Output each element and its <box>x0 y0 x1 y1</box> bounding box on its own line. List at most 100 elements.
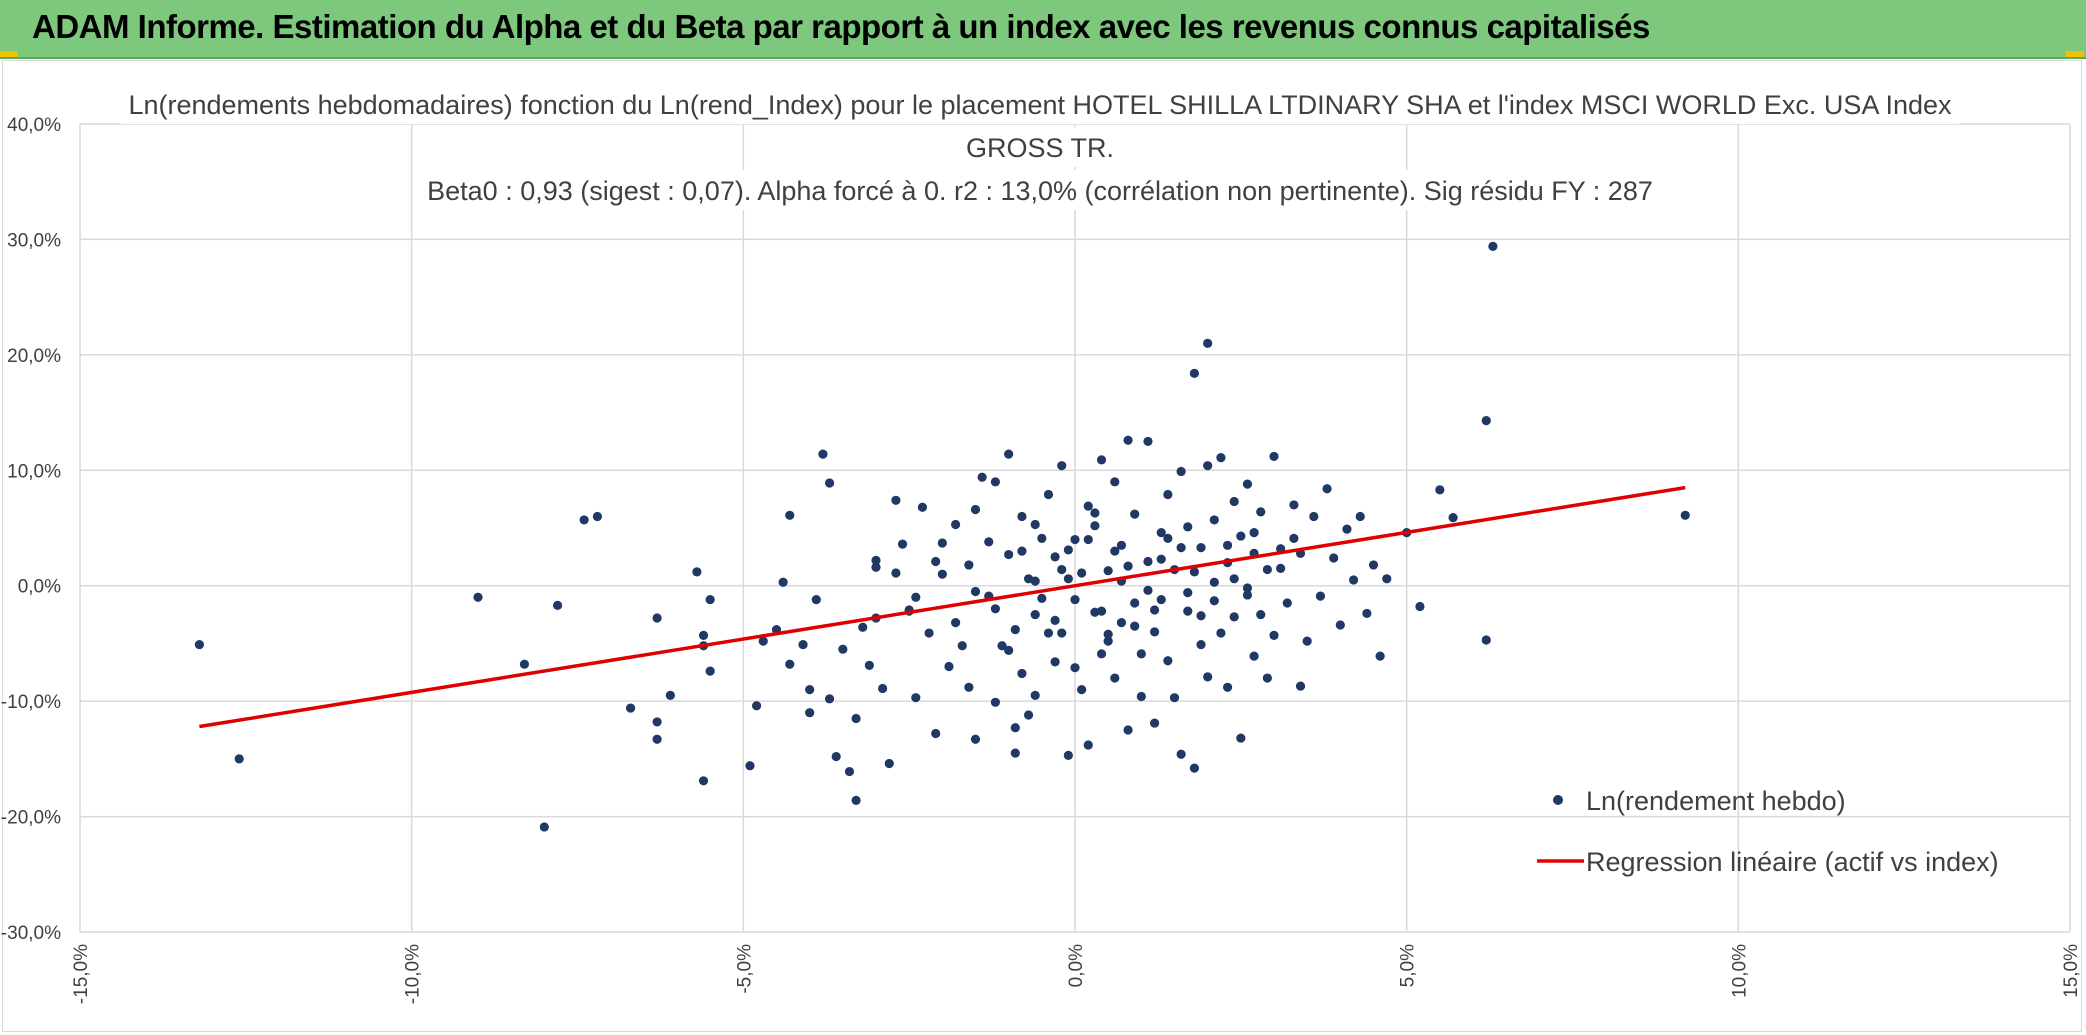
data-point <box>1375 651 1385 661</box>
data-point <box>911 693 921 703</box>
data-point <box>1030 690 1040 700</box>
x-tick-label: 0,0% <box>1066 944 1087 987</box>
x-tick-label: -10,0% <box>403 944 424 1004</box>
data-point <box>1196 611 1206 621</box>
data-point <box>1123 561 1133 571</box>
x-tick-label: 10,0% <box>1729 944 1750 998</box>
data-point <box>1196 543 1206 553</box>
legend-label-points: Ln(rendement hebdo) <box>1586 786 1846 816</box>
data-point <box>1189 567 1199 577</box>
title-backdrop <box>120 84 1960 124</box>
data-point <box>1355 511 1365 522</box>
y-tick-label: 30,0% <box>7 230 61 251</box>
data-point <box>1063 574 1073 584</box>
data-point <box>1004 449 1014 459</box>
data-point <box>1216 628 1226 638</box>
data-point <box>805 708 815 718</box>
data-point <box>990 604 1001 614</box>
data-point <box>1196 639 1206 650</box>
data-point <box>970 734 981 744</box>
data-point <box>1090 508 1100 518</box>
data-point <box>944 661 954 672</box>
y-tick-label: -20,0% <box>1 808 61 829</box>
y-tick-label: -30,0% <box>1 923 61 944</box>
data-point <box>1282 598 1292 608</box>
data-point <box>1382 574 1392 584</box>
data-point <box>1256 507 1266 517</box>
data-point <box>1083 501 1093 511</box>
x-tick-label: 5,0% <box>1398 944 1419 987</box>
data-point <box>1156 528 1166 538</box>
data-point <box>990 477 1001 487</box>
data-point <box>1063 545 1073 555</box>
data-point <box>1216 452 1226 463</box>
data-point <box>1083 740 1093 750</box>
data-point <box>871 555 881 565</box>
data-point <box>1342 524 1352 534</box>
data-point <box>1183 588 1193 598</box>
data-point <box>1090 521 1100 531</box>
data-point <box>1183 606 1193 616</box>
data-point <box>951 519 961 530</box>
data-point <box>1023 574 1034 584</box>
data-point <box>1070 594 1080 605</box>
data-point <box>1415 601 1425 612</box>
data-point <box>1249 528 1259 538</box>
data-point <box>1017 511 1027 522</box>
data-point <box>1236 531 1246 541</box>
data-point <box>692 567 702 577</box>
data-point <box>652 613 662 623</box>
data-point <box>1070 663 1080 673</box>
data-point <box>1143 585 1153 595</box>
data-point <box>838 644 848 654</box>
data-point <box>1229 496 1239 507</box>
data-point <box>1096 649 1107 659</box>
data-point <box>1043 628 1054 638</box>
data-point <box>897 539 908 549</box>
data-point <box>964 682 974 692</box>
data-point <box>1249 651 1259 661</box>
data-point <box>891 495 901 505</box>
data-point <box>1189 763 1199 773</box>
data-point <box>1057 628 1067 638</box>
data-point <box>194 639 204 650</box>
chart-title-line: Beta0 : 0,93 (sigest : 0,07). Alpha forc… <box>427 176 1653 206</box>
data-point <box>705 594 715 605</box>
data-point <box>931 556 941 567</box>
data-point <box>1010 723 1020 733</box>
data-point <box>1222 682 1233 692</box>
data-point <box>1256 609 1266 620</box>
header-bar: ADAM Informe. Estimation du Alpha et du … <box>0 0 2086 59</box>
data-point <box>937 538 947 548</box>
data-point <box>911 592 921 602</box>
data-point <box>844 766 855 777</box>
data-point <box>745 761 755 771</box>
data-point <box>798 639 808 650</box>
y-tick-label: -10,0% <box>1 692 61 713</box>
data-point <box>1448 513 1458 523</box>
data-point <box>579 515 589 525</box>
data-point <box>665 690 675 700</box>
data-point <box>1315 591 1326 601</box>
data-point <box>1368 560 1379 570</box>
data-point <box>758 636 768 646</box>
data-point <box>871 562 881 572</box>
data-point <box>818 449 828 459</box>
data-point <box>1481 416 1491 426</box>
data-point <box>1010 748 1020 758</box>
data-point <box>1130 621 1140 631</box>
data-point <box>1236 733 1246 743</box>
data-point <box>1110 673 1120 683</box>
data-point <box>1229 574 1239 584</box>
data-point <box>1289 533 1299 543</box>
data-point <box>1110 477 1120 487</box>
data-point <box>1103 629 1113 639</box>
data-point <box>1083 534 1093 545</box>
data-point <box>752 701 762 711</box>
data-point <box>1103 566 1113 576</box>
data-point <box>1163 656 1173 666</box>
data-point <box>1103 636 1113 646</box>
data-point <box>1156 594 1166 605</box>
data-point <box>1077 685 1087 695</box>
